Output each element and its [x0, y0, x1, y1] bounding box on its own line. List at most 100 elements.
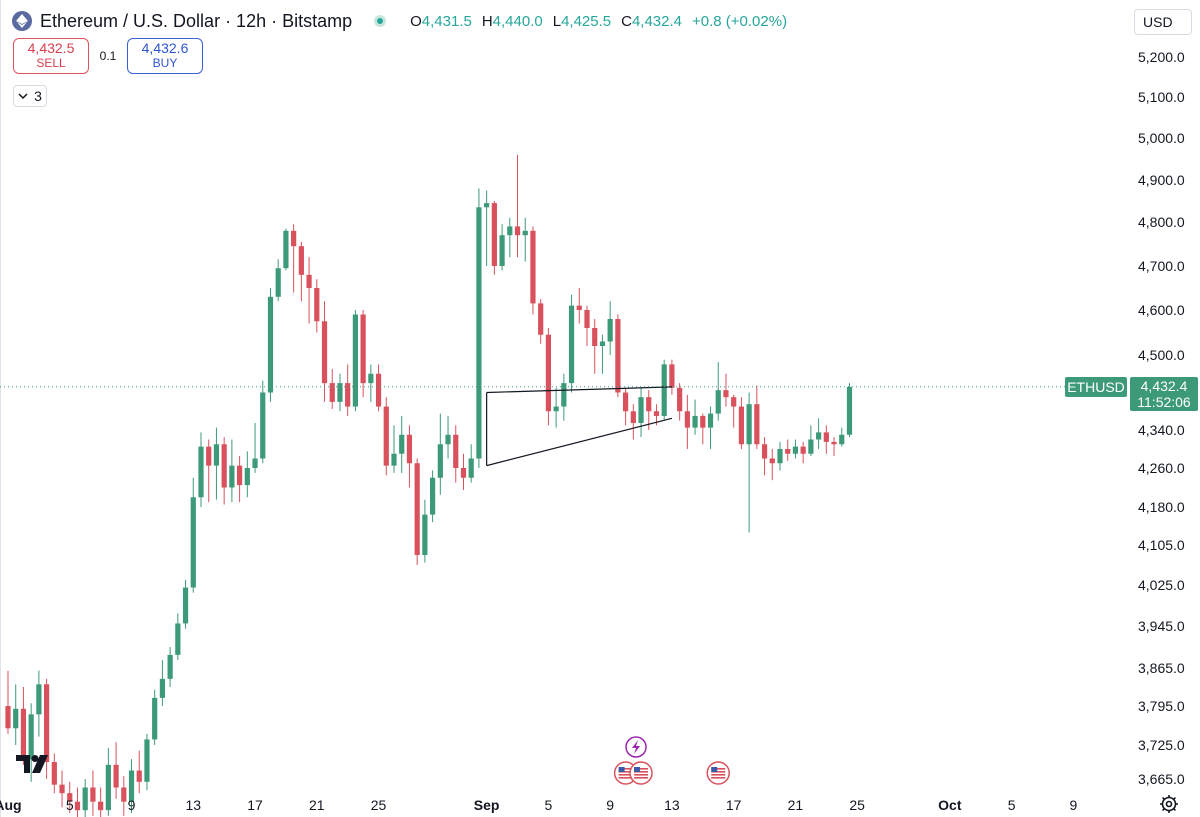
candle-body: [51, 762, 57, 785]
candle-body: [599, 341, 606, 346]
price-tick-label: 3,795.0: [1138, 698, 1185, 714]
price-tick-label: 3,945.0: [1138, 618, 1185, 634]
candle-body: [144, 739, 150, 782]
buy-label: BUY: [152, 56, 178, 70]
price-tick-label: 4,025.0: [1138, 577, 1185, 593]
indicators-toggle-button[interactable]: 3: [13, 85, 47, 107]
candle-body: [67, 793, 73, 802]
ethereum-icon: [12, 11, 32, 31]
candle-body: [499, 235, 505, 266]
last-price-tag: 4,432.4 11:52:06: [1130, 377, 1198, 411]
candle-body: [530, 230, 536, 304]
candle-body: [538, 303, 544, 335]
candle-body: [491, 203, 497, 266]
candle-body: [476, 207, 482, 459]
market-status-icon[interactable]: [374, 15, 387, 27]
ohlc-readout: O4,431.5 H4,440.0 L4,425.5 C4,432.4 +0.8…: [410, 12, 788, 30]
candle-body: [615, 319, 621, 393]
candle-body: [761, 444, 768, 459]
buy-button[interactable]: 4,432.6 BUY: [127, 38, 203, 74]
time-tick-label: 25: [370, 797, 387, 813]
time-tick-label: 13: [664, 797, 680, 813]
time-tick-label: 17: [725, 797, 742, 813]
candle-body: [731, 397, 737, 407]
time-tick-label: 13: [185, 797, 202, 813]
candle-body: [237, 465, 243, 486]
candle-body: [484, 203, 490, 208]
close-value: 4,432.4: [631, 12, 682, 30]
candle-body: [182, 587, 189, 624]
candle-body: [715, 390, 721, 414]
candle-body: [206, 446, 212, 466]
candle-body: [646, 397, 652, 412]
price-tick-label: 4,900.0: [1138, 172, 1185, 188]
candle-body: [568, 305, 575, 384]
time-tick-label: Oct: [938, 797, 962, 813]
candle-body: [321, 321, 328, 384]
high-value: 4,440.0: [492, 12, 543, 30]
us-flag-event-icon[interactable]: [629, 761, 653, 785]
candle-body: [769, 458, 775, 464]
candle-body: [623, 392, 629, 412]
price-tick-label: 5,100.0: [1138, 89, 1185, 105]
candle-body: [74, 801, 81, 811]
candle-body: [113, 764, 119, 788]
price-tick-label: 4,260.0: [1138, 460, 1185, 476]
price-tick-label: 4,600.0: [1138, 302, 1185, 318]
candle-body: [607, 319, 613, 342]
candle-body: [314, 288, 320, 322]
time-tick-label: Sep: [473, 797, 500, 813]
sell-button[interactable]: 4,432.5 SELL: [13, 38, 89, 74]
candle-body: [152, 697, 158, 740]
change-value: +0.8 (+0.02%): [692, 12, 788, 30]
candle-body: [352, 314, 358, 407]
time-tick-label: 5: [544, 797, 553, 813]
settings-gear-icon[interactable]: [1159, 794, 1179, 814]
candle-body: [275, 268, 281, 297]
candle-body: [414, 463, 420, 555]
candle-body: [20, 708, 27, 760]
indicators-count: 3: [34, 88, 42, 104]
candle-body: [291, 230, 297, 247]
candle-body: [159, 678, 165, 698]
price-tick-label: 3,665.0: [1138, 771, 1185, 787]
candle-body: [44, 684, 50, 762]
price-tick-label: 4,105.0: [1138, 537, 1185, 553]
candle-body: [561, 383, 567, 407]
symbol-title[interactable]: Ethereum / U.S. Dollar · 12h · Bitstamp: [40, 10, 353, 31]
candle-body: [684, 411, 690, 428]
candle-body: [445, 434, 451, 445]
candle-body: [298, 246, 304, 275]
sell-label: SELL: [36, 56, 66, 70]
time-tick-label: Aug: [0, 797, 22, 813]
candle-body: [383, 406, 389, 466]
price-tick-label: 3,865.0: [1138, 660, 1185, 676]
candle-body: [777, 449, 783, 464]
us-flag-event-icon[interactable]: [706, 761, 730, 785]
candle-body: [36, 684, 42, 715]
time-tick-label: 17: [247, 797, 263, 813]
candle-body: [785, 449, 791, 454]
open-value: 4,431.5: [421, 12, 472, 30]
lightning-event-icon[interactable]: [625, 736, 647, 758]
candle-body: [391, 453, 397, 466]
candle-body: [576, 305, 582, 310]
candle-body: [190, 497, 196, 588]
tradingview-logo-icon[interactable]: [16, 755, 52, 773]
price-tick-label: 4,500.0: [1138, 347, 1185, 363]
candle-body: [522, 230, 528, 236]
candle-body: [816, 432, 822, 440]
price-tick-label: 4,340.0: [1138, 422, 1185, 438]
candle-body: [13, 708, 19, 729]
currency-select[interactable]: USD: [1134, 9, 1192, 35]
trendline: [486, 417, 673, 467]
candle-body: [244, 468, 250, 486]
candle-body: [252, 458, 258, 468]
candle-body: [792, 446, 799, 454]
candle-body: [692, 415, 698, 428]
candle-body: [630, 411, 636, 423]
candle-body: [198, 446, 204, 498]
candle-body: [59, 784, 65, 794]
candle-body: [746, 404, 752, 445]
